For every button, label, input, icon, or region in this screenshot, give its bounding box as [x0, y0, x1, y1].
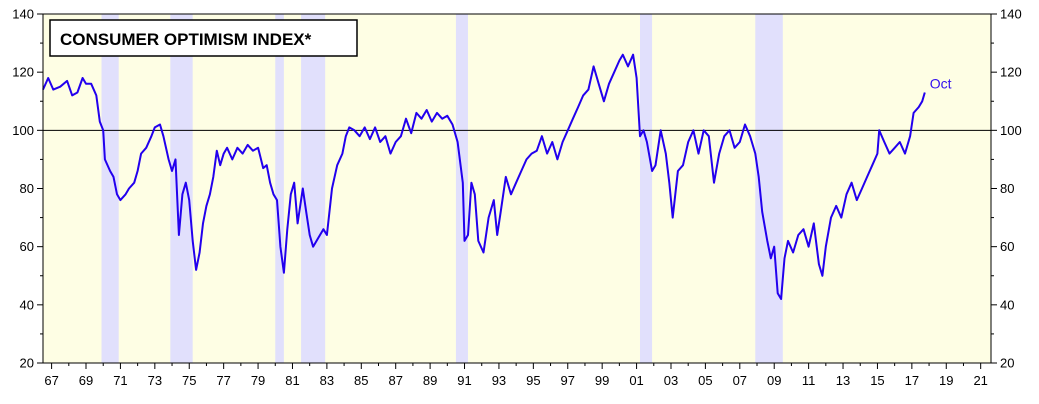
x-tick-label: 79 [251, 373, 265, 388]
recession-band [101, 14, 119, 363]
x-tick-label: 97 [561, 373, 575, 388]
y-tick-label-right: 60 [1000, 239, 1014, 254]
y-tick-label-right: 140 [1000, 7, 1022, 22]
y-tick-label-left: 60 [20, 239, 34, 254]
x-tick-label: 17 [905, 373, 919, 388]
y-tick-label-left: 120 [12, 65, 34, 80]
x-tick-label: 73 [148, 373, 162, 388]
title-box-border [49, 19, 358, 57]
y-tick-label-right: 20 [1000, 356, 1014, 371]
x-tick-label: 09 [767, 373, 781, 388]
plot-background [43, 14, 991, 363]
y-axis-left: 20 40 60 80 100 120 140 [12, 7, 43, 371]
x-tick-label: 67 [44, 373, 58, 388]
y-tick-label-right: 80 [1000, 181, 1014, 196]
x-tick-label: 11 [802, 373, 816, 388]
x-tick-label: 07 [733, 373, 747, 388]
series-line [42, 53, 926, 300]
y-axis-right: 20 40 60 80 100 120 140 [991, 7, 1022, 371]
x-tick-label: 95 [526, 373, 540, 388]
x-tick-label: 21 [973, 373, 987, 388]
recession-band [455, 14, 468, 363]
recession-band [170, 14, 193, 363]
x-tick-label: 93 [492, 373, 506, 388]
y-tick-label-left: 40 [20, 297, 34, 312]
y-tick-label-left: 20 [20, 356, 34, 371]
chart-title-box: CONSUMER OPTIMISM INDEX* [49, 19, 358, 57]
x-tick-label: 01 [629, 373, 643, 388]
y-tick-label-right: 40 [1000, 297, 1014, 312]
x-tick-label: 71 [113, 373, 127, 388]
x-axis: 67 69 71 73 75 77 79 81 83 85 87 89 91 93 95 97 99 01 03 05… [44, 363, 988, 388]
y-tick-label-left: 100 [12, 123, 34, 138]
chart-title: CONSUMER OPTIMISM INDEX* [60, 30, 312, 49]
x-tick-label: 13 [836, 373, 850, 388]
x-tick-label: 03 [664, 373, 678, 388]
y-tick-label-right: 120 [1000, 65, 1022, 80]
x-tick-label: 91 [457, 373, 471, 388]
recession-band [301, 14, 326, 363]
x-tick-label: 87 [388, 373, 402, 388]
x-tick-label: 85 [354, 373, 368, 388]
x-tick-label: 89 [423, 373, 437, 388]
x-tick-label: 99 [595, 373, 609, 388]
y-tick-label-left: 140 [12, 7, 34, 22]
x-tick-label: 05 [698, 373, 712, 388]
x-tick-label: 15 [870, 373, 884, 388]
x-tick-label: 81 [285, 373, 299, 388]
recession-band [640, 14, 653, 363]
x-tick-label: 75 [182, 373, 196, 388]
x-tick-label: 83 [320, 373, 334, 388]
latest-point-annotation: Oct [930, 76, 952, 92]
recession-band [275, 14, 284, 363]
y-tick-label-right: 100 [1000, 123, 1022, 138]
x-tick-label: 19 [939, 373, 953, 388]
x-tick-label: 77 [216, 373, 230, 388]
y-tick-label-left: 80 [20, 181, 34, 196]
x-tick-label: 69 [79, 373, 93, 388]
